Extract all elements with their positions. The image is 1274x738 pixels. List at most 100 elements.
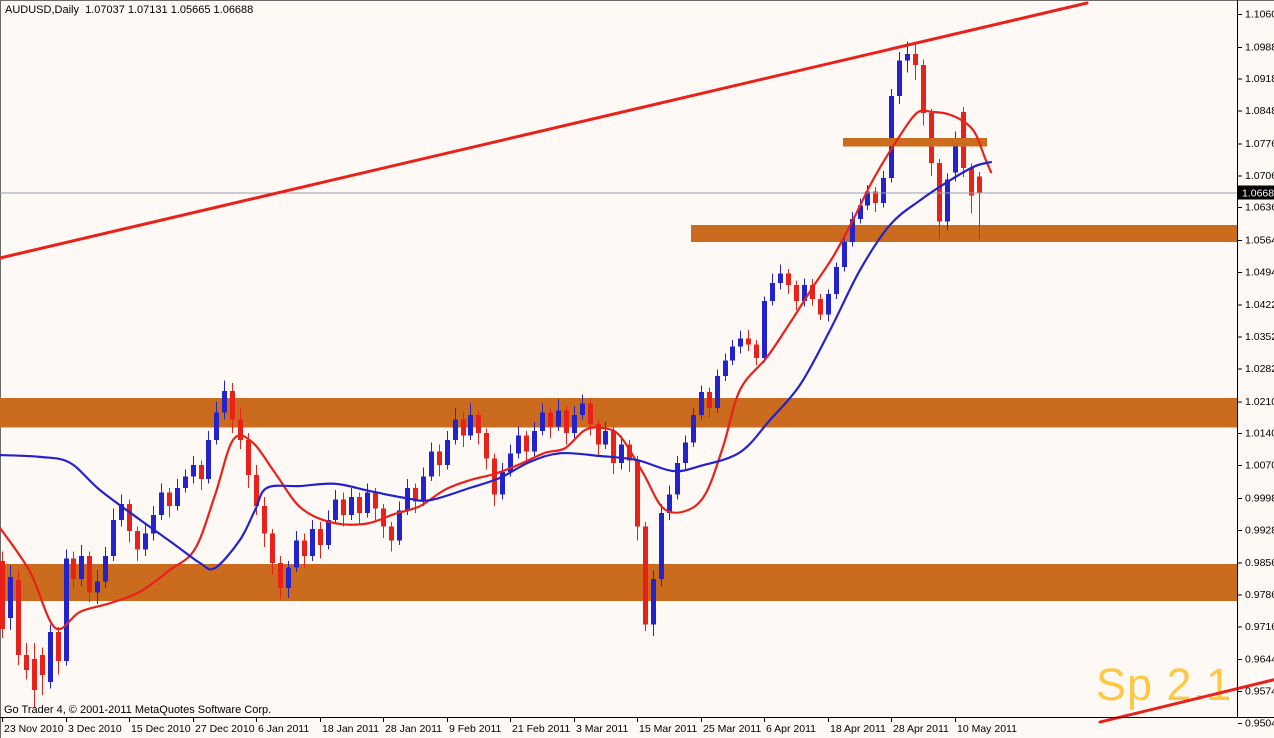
bull-candle-body	[723, 360, 728, 377]
bear-candle-body	[40, 655, 45, 676]
bear-candle-body	[548, 412, 553, 427]
bear-candle-body	[810, 285, 815, 299]
date-tick-label: 21 Feb 2011	[512, 723, 570, 735]
bull-candle-body	[349, 496, 354, 516]
bull-candle-body	[572, 414, 577, 434]
trendlines-group[interactable]	[0, 1, 1274, 724]
bear-candle-body	[270, 533, 275, 564]
bull-candle-body	[651, 579, 656, 625]
bull-candle-body	[175, 487, 180, 507]
bull-candle-body	[365, 492, 370, 513]
bull-candle-body	[151, 515, 156, 534]
bear-candle-body	[230, 390, 235, 420]
bull-candle-body	[881, 178, 886, 204]
bear-candle-body	[492, 458, 497, 495]
bull-candle-body	[905, 54, 910, 61]
bull-candle-body	[889, 96, 894, 179]
resistance-zone-1.0777[interactable]	[843, 137, 987, 147]
bull-candle-body	[897, 60, 902, 97]
bull-candle-body	[206, 440, 211, 479]
bull-candle-body	[858, 205, 863, 220]
current-price-tag-label: 1.06688	[1242, 187, 1274, 199]
zones-back-group[interactable]	[0, 224, 1237, 601]
watermark-text: Sp 2.1	[1096, 659, 1233, 710]
bear-candle-body	[246, 440, 251, 476]
date-tick-label: 6 Jan 2011	[258, 723, 309, 735]
bear-candle-body	[476, 414, 481, 434]
date-tick-label: 15 Dec 2010	[131, 723, 191, 735]
price-tick-label: 0.99980	[1245, 492, 1274, 504]
date-tick-label: 18 Jan 2011	[322, 723, 379, 735]
price-tick-label: 0.95040	[1245, 718, 1274, 730]
bear-candle-body	[238, 419, 243, 441]
bear-candle-body	[135, 531, 140, 550]
bear-candle-body	[357, 496, 362, 513]
bull-candle-body	[738, 338, 743, 347]
price-tick-label: 1.09880	[1245, 41, 1274, 53]
bull-candle-body	[119, 503, 124, 520]
date-tick-label: 27 Dec 2010	[195, 723, 255, 735]
price-tick-label: 1.07060	[1245, 170, 1274, 182]
zone-0.9772-0.9853[interactable]	[0, 563, 1237, 601]
bear-candle-body	[318, 528, 323, 545]
date-tick-label: 18 Apr 2011	[830, 723, 886, 735]
price-tick-label: 1.09180	[1245, 73, 1274, 85]
zone-1.0152-1.0217[interactable]	[0, 398, 1237, 428]
bull-candle-body	[659, 512, 664, 580]
bull-candle-body	[953, 137, 958, 173]
date-tick-label: 3 Mar 2011	[576, 723, 628, 735]
lower-trendline[interactable]	[1098, 678, 1274, 724]
date-tick-label: 3 Dec 2010	[68, 723, 122, 735]
bull-candle-body	[778, 273, 783, 283]
bear-candle-body	[746, 338, 751, 345]
price-tick-label: 1.04220	[1245, 299, 1274, 311]
bull-candle-body	[762, 301, 767, 359]
time-axis[interactable]: 23 Nov 2010 3 Dec 2010 15 Dec 2010 27 Dec 2…	[0, 717, 1274, 736]
bull-candle-body	[397, 510, 402, 541]
bear-candle-body	[643, 526, 648, 625]
bear-candle-body	[461, 419, 466, 436]
bull-candle-body	[453, 419, 458, 441]
bull-candle-body	[865, 191, 870, 206]
bull-candle-body	[580, 403, 585, 415]
support-zone-1.0560[interactable]	[691, 224, 1237, 242]
bear-candle-body	[71, 558, 76, 580]
price-tick-label: 0.97160	[1245, 621, 1274, 633]
price-tick-label: 1.00700	[1245, 460, 1274, 472]
upper-trendline[interactable]	[0, 1, 1089, 260]
bear-candle-body	[977, 176, 982, 193]
bear-candle-body	[627, 444, 632, 461]
bear-candle-body	[635, 460, 640, 527]
bull-candle-body	[770, 282, 775, 302]
bull-candle-body	[603, 430, 608, 445]
moving-averages-group	[0, 109, 993, 631]
price-tick-label: 1.05640	[1245, 235, 1274, 247]
bull-candle-body	[326, 519, 331, 545]
price-axis[interactable]: 1.10600 1.09880 1.09180 1.08480 1.07760 1.070…	[1237, 0, 1274, 730]
bull-candle-body	[286, 567, 291, 589]
bear-candle-body	[484, 433, 489, 459]
date-tick-label: 6 Apr 2011	[766, 723, 816, 735]
bull-candle-body	[516, 435, 521, 454]
zones-front-group[interactable]	[843, 137, 987, 147]
bull-candle-body	[191, 465, 196, 477]
bull-candle-body	[8, 577, 13, 619]
bull-candle-body	[429, 451, 434, 477]
bull-candle-body	[556, 410, 561, 427]
bull-candle-body	[945, 179, 950, 222]
bear-candle-body	[754, 344, 759, 359]
bear-candle-body	[16, 579, 21, 656]
bear-candle-body	[373, 492, 378, 509]
bull-candle-body	[103, 556, 108, 582]
bear-candle-body	[786, 273, 791, 286]
bull-candle-body	[421, 476, 426, 502]
bull-candle-body	[715, 376, 720, 409]
copyright-text: Go Trader 4, © 2001-2011 MetaQuotes Soft…	[4, 704, 272, 716]
bull-candle-body	[310, 528, 315, 557]
price-tick-label: 1.07760	[1245, 138, 1274, 150]
bear-candle-body	[921, 65, 926, 113]
price-tick-label: 1.02100	[1245, 396, 1274, 408]
bull-candle-body	[159, 492, 164, 516]
